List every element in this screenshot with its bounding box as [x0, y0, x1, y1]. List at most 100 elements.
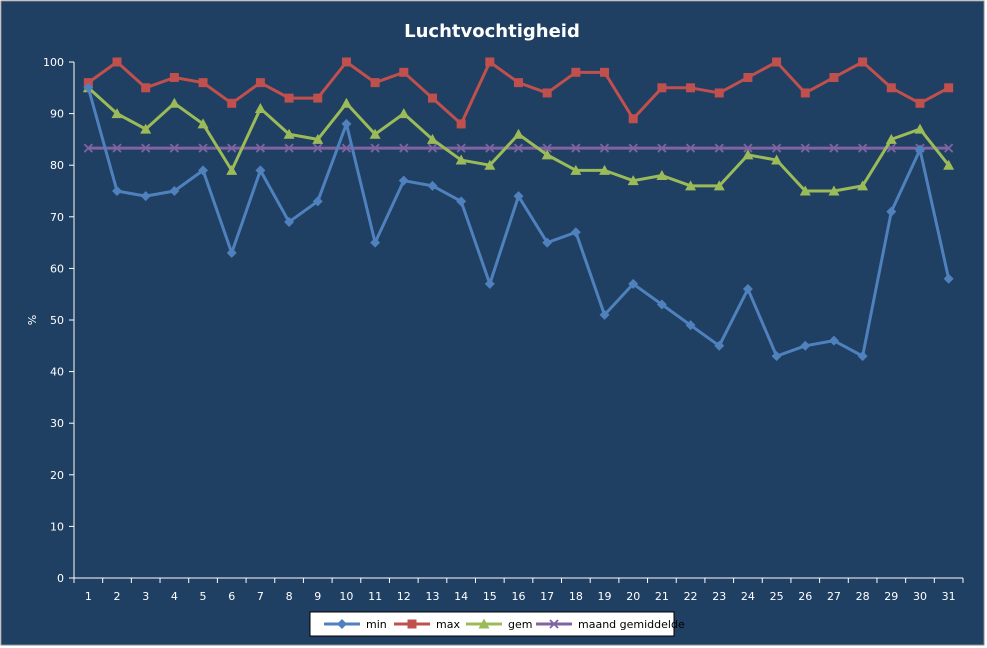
legend-min-point [337, 619, 347, 629]
series-min-point [656, 299, 667, 310]
series-maand-gemiddelde-point [341, 143, 352, 153]
series-maand-gemiddelde-point [857, 143, 868, 153]
legend-gem-label: gem [508, 618, 532, 631]
series-maand-gemiddelde-point [83, 143, 93, 153]
series-gem-point [914, 123, 926, 134]
x-tick-label: 15 [483, 590, 497, 603]
series-maand-gemiddelde-point [370, 143, 380, 153]
series-max-point [600, 67, 610, 77]
series-maand-gemiddelde-point [944, 143, 954, 153]
series-min-point [226, 247, 237, 258]
series-max-point [341, 57, 351, 67]
y-tick-label: 30 [50, 417, 64, 430]
series-maand-gemiddelde-point [513, 143, 524, 153]
x-tick-label: 16 [512, 590, 526, 603]
x-tick-label: 9 [314, 590, 321, 603]
series-maand-gemiddelde-point [399, 143, 409, 153]
series-maand-gemiddelde-point [485, 143, 495, 153]
series-gem-point [312, 133, 324, 144]
series-gem-point [570, 164, 582, 175]
legend-min-label: min [366, 618, 387, 631]
series-maand-gemiddelde-point [829, 143, 839, 153]
series-min-point [714, 340, 725, 351]
series-gem-point [111, 108, 123, 119]
series-max-point [886, 83, 896, 93]
legend-gem: gem [466, 618, 532, 631]
x-tick-label: 2 [114, 590, 121, 603]
x-tick-label: 14 [454, 590, 468, 603]
x-tick-label: 20 [626, 590, 640, 603]
series-maand-gemiddelde-point [313, 143, 323, 153]
series-min-point [83, 82, 94, 93]
series-gem-point [799, 185, 811, 196]
series-gem-point [599, 164, 611, 175]
series-gem-point [484, 159, 496, 170]
series-gem-point [742, 149, 754, 160]
series-maand-gemiddelde-point [628, 143, 638, 153]
series-gem-point [771, 154, 783, 165]
y-tick-label: 100 [43, 56, 64, 69]
series-min-point [599, 309, 610, 320]
x-tick-label: 23 [712, 590, 726, 603]
series-max-point [657, 83, 667, 93]
x-tick-label: 28 [856, 590, 870, 603]
series-max-point [915, 98, 925, 108]
series-gem-point [943, 159, 955, 170]
series-max-point [141, 83, 151, 93]
series-max-point [772, 57, 782, 67]
x-tick-label: 26 [798, 590, 812, 603]
series-max-point [829, 72, 839, 82]
series-max-point [227, 98, 237, 108]
series-maand-gemiddelde-point [571, 143, 581, 153]
legend-maand-gemiddelde: maand gemiddelde [536, 618, 685, 631]
x-tick-label: 4 [171, 590, 178, 603]
series-max-point [456, 119, 466, 129]
series-min-point [140, 191, 151, 202]
series-min-point [255, 165, 266, 176]
series-maand-gemiddelde-point [169, 143, 180, 153]
series-maand-gemiddelde-point [198, 143, 208, 153]
series-max-point [714, 88, 724, 98]
series-gem-point [513, 128, 524, 139]
x-tick-label: 30 [913, 590, 927, 603]
series-gem-point [426, 133, 438, 144]
series-max [83, 57, 954, 129]
legend-gem-point [478, 618, 490, 629]
series-gem-point [254, 102, 266, 113]
series-max-point [800, 88, 810, 98]
series-min-point [341, 118, 352, 129]
x-tick-label: 25 [770, 590, 784, 603]
series-min-point [284, 216, 295, 227]
series-max-point [255, 78, 265, 88]
series-min-point [828, 335, 839, 346]
y-tick-label: 50 [50, 314, 64, 327]
series-maand-gemiddelde-point [743, 143, 753, 153]
series-maand-gemiddelde-point [714, 143, 724, 153]
legend-maand-gemiddelde-label: maand gemiddelde [578, 618, 685, 631]
series-min-point [198, 165, 209, 176]
series-max-point [485, 57, 495, 67]
series-gem-point [828, 185, 840, 196]
series-min-point [484, 278, 495, 289]
series-max-point [399, 67, 409, 77]
series-gem-point [685, 180, 697, 191]
series-gem-point [369, 128, 381, 139]
x-tick-label: 17 [540, 590, 554, 603]
series-min-point [800, 340, 811, 351]
series-maand-gemiddelde-point [657, 143, 667, 153]
series-gem-point [340, 97, 352, 108]
series-gem-point [283, 128, 295, 139]
x-tick-label: 31 [942, 590, 956, 603]
legend-max: max [394, 618, 460, 631]
x-tick-label: 13 [425, 590, 439, 603]
x-tick-label: 5 [200, 590, 207, 603]
x-tick-label: 24 [741, 590, 755, 603]
series-min-point [398, 175, 409, 186]
series-maand-gemiddelde-point [255, 143, 266, 153]
y-tick-label: 10 [50, 520, 64, 533]
x-tick-label: 22 [684, 590, 698, 603]
series-max-point [427, 93, 437, 103]
series-max-point [198, 78, 208, 88]
